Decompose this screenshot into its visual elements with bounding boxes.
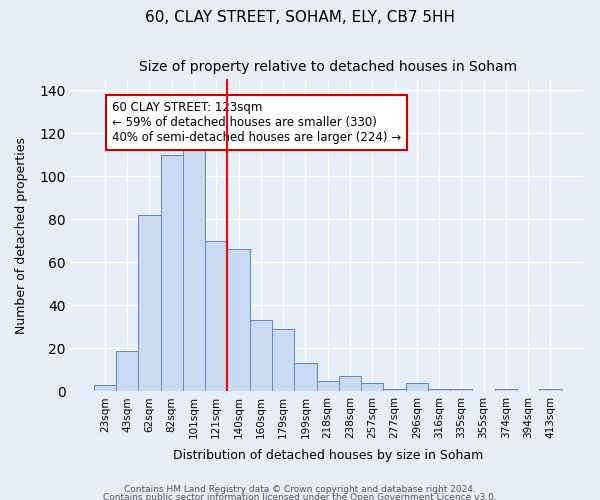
Bar xyxy=(205,240,227,392)
Bar xyxy=(161,154,183,392)
Bar xyxy=(428,390,450,392)
Bar xyxy=(227,250,250,392)
Bar xyxy=(383,390,406,392)
Bar xyxy=(539,390,562,392)
Title: Size of property relative to detached houses in Soham: Size of property relative to detached ho… xyxy=(139,60,517,74)
Text: Contains HM Land Registry data © Crown copyright and database right 2024.: Contains HM Land Registry data © Crown c… xyxy=(124,486,476,494)
Bar xyxy=(339,376,361,392)
Text: 60, CLAY STREET, SOHAM, ELY, CB7 5HH: 60, CLAY STREET, SOHAM, ELY, CB7 5HH xyxy=(145,10,455,25)
Bar xyxy=(116,350,138,392)
Y-axis label: Number of detached properties: Number of detached properties xyxy=(15,137,28,334)
Text: Contains public sector information licensed under the Open Government Licence v3: Contains public sector information licen… xyxy=(103,492,497,500)
Bar xyxy=(94,385,116,392)
Bar xyxy=(272,329,294,392)
Bar xyxy=(317,380,339,392)
Bar xyxy=(406,383,428,392)
Bar xyxy=(495,390,517,392)
Bar xyxy=(450,390,472,392)
Text: 60 CLAY STREET: 123sqm
← 59% of detached houses are smaller (330)
40% of semi-de: 60 CLAY STREET: 123sqm ← 59% of detached… xyxy=(112,101,401,144)
Bar xyxy=(250,320,272,392)
Bar xyxy=(361,383,383,392)
Bar xyxy=(294,364,317,392)
Bar xyxy=(138,215,161,392)
Bar xyxy=(183,148,205,392)
X-axis label: Distribution of detached houses by size in Soham: Distribution of detached houses by size … xyxy=(173,450,483,462)
